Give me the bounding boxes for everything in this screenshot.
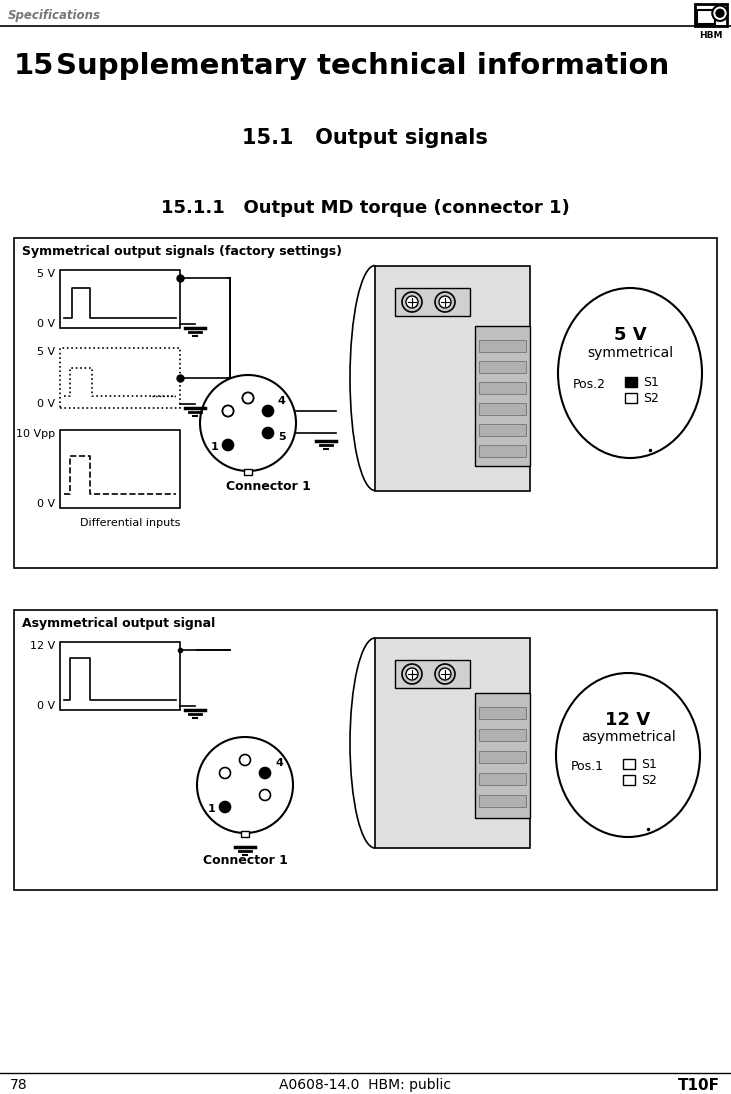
Bar — [14, 610, 717, 891]
Bar — [244, 469, 252, 475]
Bar — [479, 340, 526, 352]
Text: Differential inputs: Differential inputs — [80, 517, 181, 528]
Text: S2: S2 — [641, 773, 657, 787]
Text: Specifications: Specifications — [8, 10, 101, 23]
Circle shape — [402, 292, 422, 312]
Text: S2: S2 — [643, 392, 659, 405]
Text: asymmetrical: asymmetrical — [580, 730, 675, 744]
Bar — [479, 382, 526, 394]
Circle shape — [222, 440, 233, 451]
Bar — [625, 393, 637, 403]
Text: 78: 78 — [10, 1078, 28, 1092]
Text: 15.1   Output signals: 15.1 Output signals — [242, 128, 488, 148]
Text: 1: 1 — [211, 442, 218, 452]
Bar — [375, 266, 530, 491]
Ellipse shape — [556, 673, 700, 837]
Bar — [479, 361, 526, 373]
Circle shape — [260, 790, 270, 801]
Bar — [395, 288, 470, 316]
Text: Connector 1: Connector 1 — [202, 854, 287, 868]
Circle shape — [435, 292, 455, 312]
Text: 12 V: 12 V — [605, 711, 651, 729]
Text: Pos.1: Pos.1 — [571, 760, 604, 773]
Text: A0608-14.0  HBM: public: A0608-14.0 HBM: public — [279, 1078, 451, 1092]
Circle shape — [402, 664, 422, 684]
Text: 15.1.1   Output MD torque (connector 1): 15.1.1 Output MD torque (connector 1) — [161, 199, 569, 217]
Circle shape — [712, 5, 727, 21]
Circle shape — [197, 737, 293, 833]
Bar — [395, 660, 470, 688]
Bar — [60, 642, 180, 710]
Circle shape — [260, 768, 270, 779]
Text: 15: 15 — [14, 53, 54, 80]
Text: 5 V: 5 V — [37, 269, 55, 279]
Text: Symmetrical output signals (factory settings): Symmetrical output signals (factory sett… — [22, 244, 342, 257]
Circle shape — [219, 802, 230, 813]
Bar — [60, 430, 180, 508]
Text: S1: S1 — [641, 757, 657, 770]
Bar — [479, 795, 526, 807]
Circle shape — [435, 664, 455, 684]
Circle shape — [406, 668, 418, 680]
Bar — [241, 831, 249, 837]
Circle shape — [243, 393, 254, 404]
Circle shape — [716, 9, 724, 18]
Circle shape — [222, 406, 233, 417]
Bar — [479, 707, 526, 719]
Text: 0 V: 0 V — [37, 319, 55, 329]
Circle shape — [262, 406, 273, 417]
Bar — [479, 445, 526, 457]
Circle shape — [243, 393, 254, 404]
Text: 0 V: 0 V — [37, 701, 55, 711]
Bar — [479, 729, 526, 741]
Text: 12 V: 12 V — [30, 641, 55, 651]
Text: Supplementary technical information: Supplementary technical information — [56, 53, 670, 80]
Ellipse shape — [558, 288, 702, 458]
Bar — [623, 759, 635, 769]
Circle shape — [219, 768, 230, 779]
Text: 5 V: 5 V — [37, 347, 55, 357]
Circle shape — [200, 375, 296, 472]
Text: 4: 4 — [275, 758, 283, 768]
Text: 5 V: 5 V — [614, 326, 646, 344]
Text: Pos.2: Pos.2 — [573, 379, 606, 392]
Text: 1: 1 — [208, 804, 215, 814]
Circle shape — [240, 755, 251, 766]
Bar — [60, 348, 180, 408]
Circle shape — [406, 296, 418, 309]
Bar — [695, 4, 727, 26]
Text: 0 V: 0 V — [37, 499, 55, 509]
Bar — [623, 775, 635, 785]
Text: 0 V: 0 V — [37, 399, 55, 409]
Bar — [479, 773, 526, 785]
Text: 5: 5 — [278, 432, 286, 442]
Text: 10 Vpp: 10 Vpp — [16, 429, 55, 439]
Bar — [479, 750, 526, 763]
Bar — [375, 638, 530, 848]
Text: T10F: T10F — [678, 1078, 720, 1093]
Text: Asymmetrical output signal: Asymmetrical output signal — [22, 617, 215, 629]
Bar — [625, 377, 637, 387]
Text: Connector 1: Connector 1 — [226, 480, 311, 493]
Circle shape — [222, 406, 233, 417]
Bar — [475, 693, 530, 818]
Text: 4: 4 — [278, 396, 286, 406]
Text: S1: S1 — [643, 375, 659, 388]
Circle shape — [439, 668, 451, 680]
Text: HBM: HBM — [700, 31, 723, 39]
Text: symmetrical: symmetrical — [587, 346, 673, 360]
Circle shape — [262, 428, 273, 439]
Bar — [60, 270, 180, 328]
Circle shape — [439, 296, 451, 309]
Bar — [14, 238, 717, 568]
Bar — [697, 10, 715, 24]
Bar — [479, 403, 526, 415]
Bar — [479, 424, 526, 437]
Bar — [475, 326, 530, 466]
